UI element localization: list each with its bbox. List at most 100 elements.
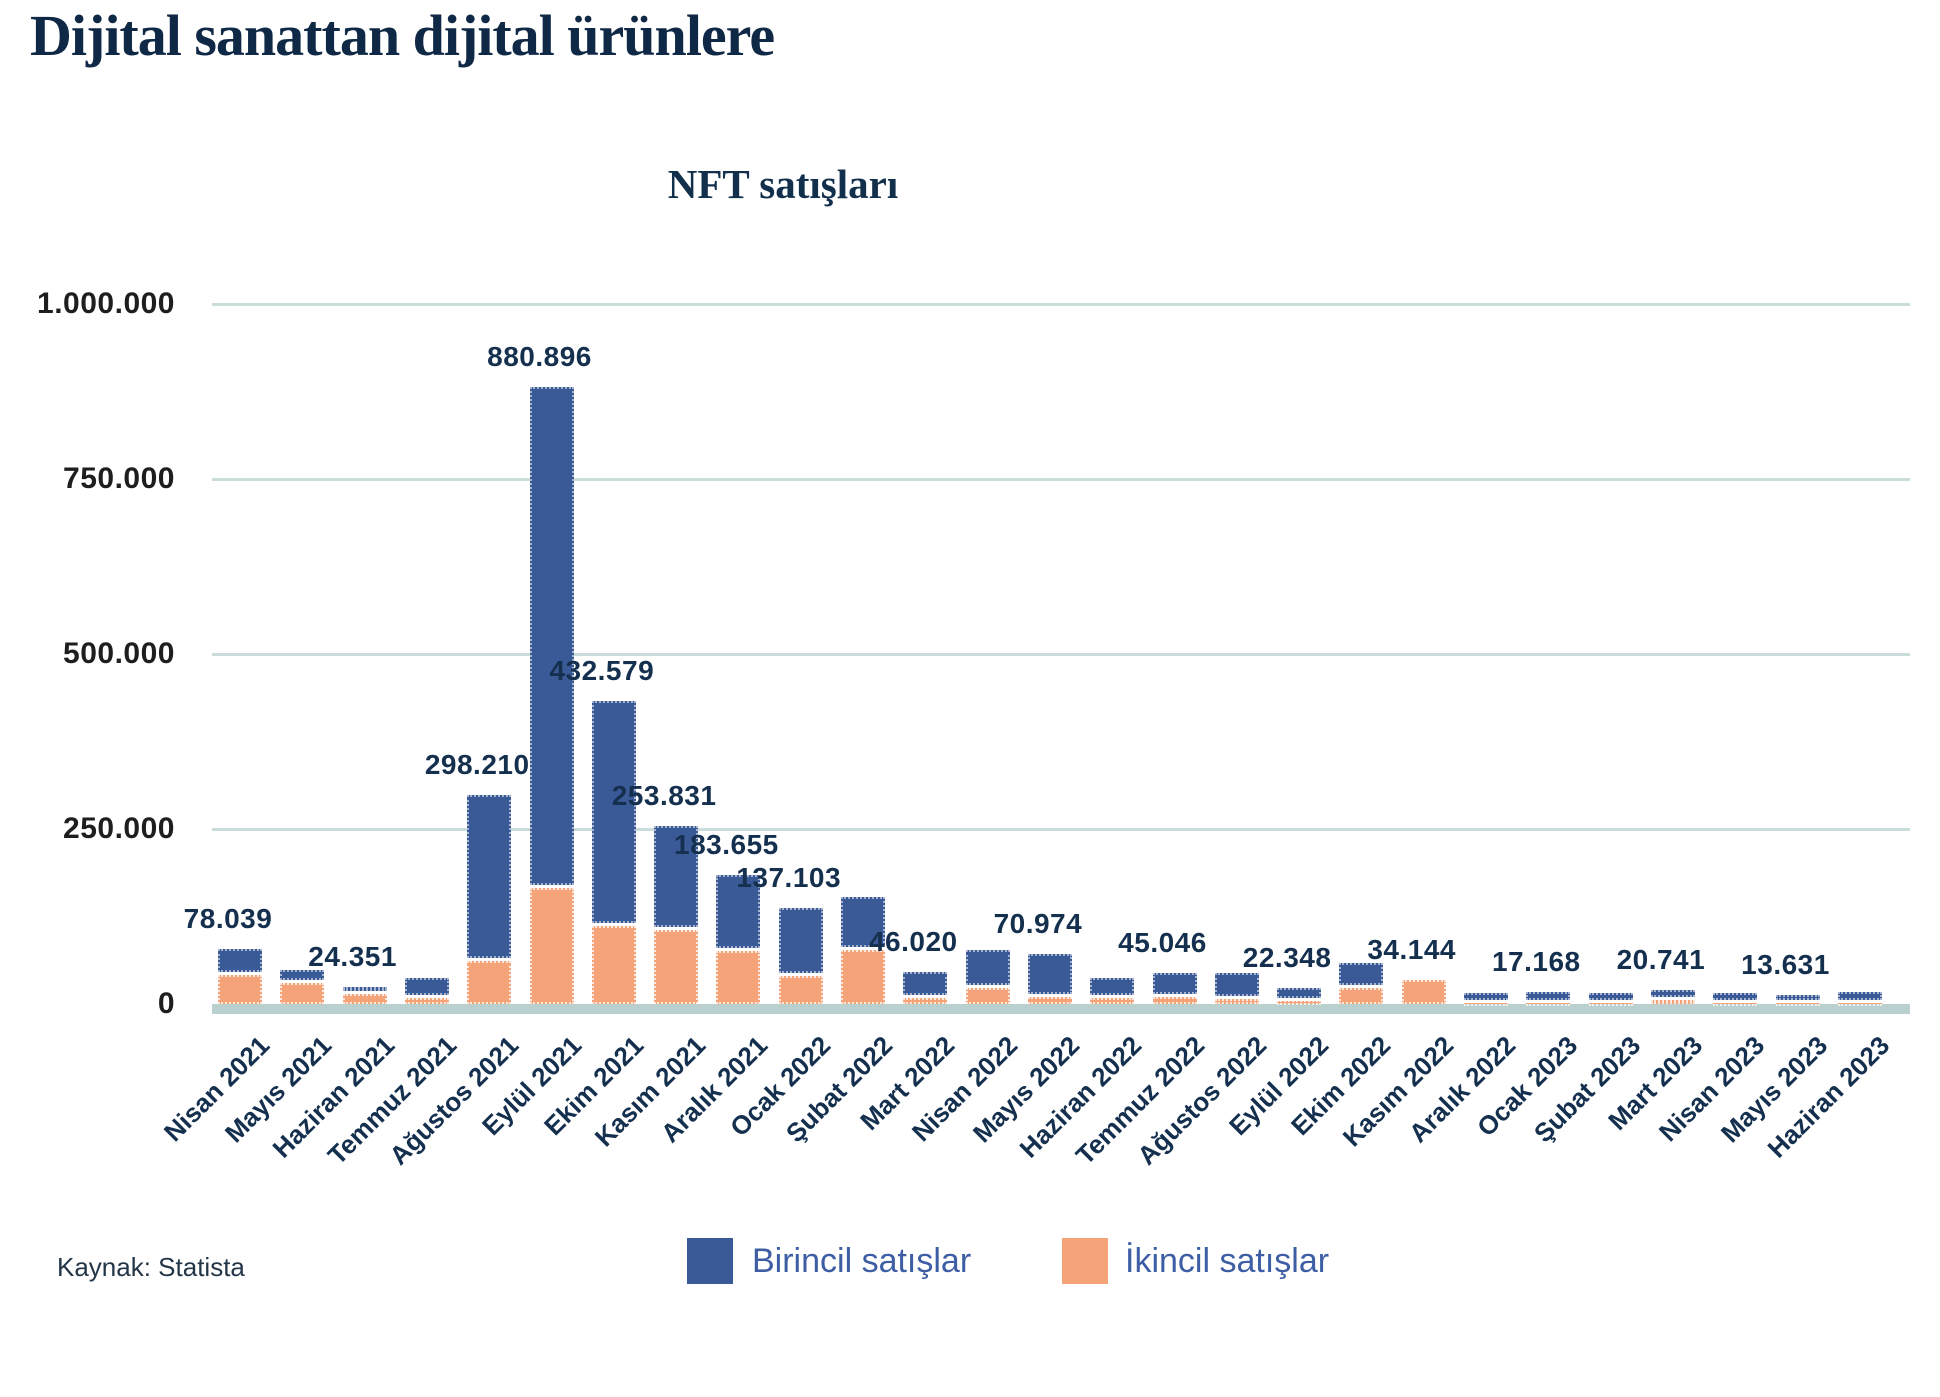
primary-bar-segment (1027, 954, 1072, 994)
secondary-bar-segment (1214, 999, 1259, 1004)
legend: Birincil satışlar İkincil satışlar (0, 1238, 1940, 1290)
secondary-bar-segment (1339, 987, 1384, 1004)
secondary-bar-segment (529, 887, 574, 1004)
bar-group (1090, 978, 1135, 1004)
bar-segment-divider (778, 973, 823, 976)
bar-segment-divider (1775, 999, 1820, 1003)
bar-group (1775, 994, 1820, 1004)
gridline (212, 653, 1910, 656)
bar-segment-divider (342, 990, 387, 994)
secondary-bar-segment (1837, 1002, 1882, 1004)
secondary-sales-swatch-icon (1062, 1238, 1108, 1284)
bar-segment-divider (903, 994, 948, 998)
gridline (212, 303, 1910, 306)
primary-bar-segment (1775, 994, 1820, 1000)
bar-value-label: 17.168 (1491, 946, 1581, 977)
bar-group (591, 701, 636, 1004)
bar-value-label: 880.896 (487, 341, 592, 373)
bar-group (778, 908, 823, 1004)
secondary-bar-segment (1526, 1002, 1571, 1004)
bar-group (1339, 963, 1384, 1004)
secondary-bar-segment (1027, 996, 1072, 1004)
legend-label-secondary: İkincil satışlar (1125, 1242, 1330, 1280)
bar-group (1464, 992, 1508, 1004)
gridline (212, 478, 1910, 481)
source-note: Kaynak: Statista (57, 1252, 245, 1282)
bar-group (965, 950, 1010, 1004)
bar-value-label: 13.631 (1741, 948, 1830, 980)
bar-group (1401, 980, 1446, 1004)
secondary-bar-segment (1775, 1002, 1820, 1004)
chart-title: NFT satışları (667, 161, 899, 207)
bar-group (1526, 992, 1571, 1004)
primary-bar-segment (591, 701, 636, 923)
primary-bar-segment (903, 971, 948, 995)
gridline (212, 828, 1910, 831)
bar-segment-divider (1339, 984, 1384, 988)
secondary-bar-segment (280, 982, 325, 1004)
secondary-bar-segment (903, 997, 948, 1004)
bar-value-label: 137.103 (736, 862, 842, 893)
bar-value-label: 34.144 (1367, 934, 1456, 966)
bar-group (903, 971, 948, 1004)
secondary-bar-segment (1588, 1002, 1633, 1004)
secondary-bar-segment (342, 993, 387, 1004)
primary-bar-segment (1214, 973, 1259, 997)
bar-segment-divider (1464, 999, 1508, 1003)
primary-bar-segment (716, 875, 761, 948)
primary-bar-segment (965, 950, 1010, 985)
secondary-bar-segment (1650, 999, 1695, 1004)
bar-segment-divider (1650, 996, 1695, 1000)
bar-group (1214, 973, 1259, 1004)
bar-segment-divider (529, 884, 574, 888)
bar-group (1837, 992, 1882, 1004)
x-axis-line (212, 1004, 1910, 1014)
bar-segment-divider (1713, 999, 1758, 1003)
secondary-bar-segment (716, 950, 761, 1004)
secondary-bar-segment (218, 974, 262, 1004)
bar-group (1650, 989, 1695, 1004)
bar-group (404, 978, 449, 1004)
bar-segment-divider (965, 984, 1010, 988)
bar-group (1152, 972, 1197, 1004)
bar-segment-divider (280, 979, 325, 983)
secondary-bar-segment (591, 925, 636, 1004)
y-axis-tick-label: 1.000.000 (37, 287, 175, 320)
bar-segment-divider (841, 947, 885, 951)
bar-value-label: 70.974 (993, 908, 1083, 940)
secondary-bar-segment (1277, 1001, 1322, 1004)
bar-group (342, 987, 387, 1004)
secondary-bar-segment (841, 950, 885, 1004)
bar-segment-divider (1090, 995, 1135, 999)
bar-value-label: 22.348 (1242, 942, 1332, 974)
primary-bar-segment (1339, 963, 1384, 985)
page-title: Dijital sanattan dijital ürünlere (30, 3, 775, 68)
primary-bar-segment (1713, 992, 1758, 1000)
bar-value-label: 20.741 (1616, 943, 1706, 975)
primary-sales-swatch-icon (687, 1238, 733, 1284)
y-axis-tick-label: 250.000 (63, 812, 175, 845)
bar-value-label: 46.020 (868, 925, 958, 957)
bar-group (654, 826, 699, 1004)
bar-value-label: 253.831 (611, 780, 717, 812)
bar-value-label: 78.039 (183, 903, 273, 935)
legend-label-primary: Birincil satışlar (752, 1242, 972, 1280)
bar-group (1588, 992, 1633, 1004)
primary-bar-segment (654, 826, 699, 928)
bar-group (218, 949, 262, 1004)
bar-segment-divider (467, 957, 512, 961)
bar-group (1277, 988, 1322, 1004)
bar-value-label: 24.351 (308, 941, 397, 972)
bar-value-label: 298.210 (424, 749, 530, 781)
primary-bar-segment (1837, 992, 1882, 1000)
primary-bar-segment (342, 987, 387, 991)
secondary-bar-segment (965, 987, 1010, 1004)
primary-bar-segment (1277, 988, 1322, 999)
bar-group (1713, 992, 1758, 1004)
primary-bar-segment (841, 896, 885, 948)
bar-segment-divider (1214, 996, 1259, 1000)
bar-segment-divider (1277, 998, 1322, 1002)
bar-segment-divider (1588, 999, 1633, 1003)
y-axis-tick-label: 0 (157, 987, 175, 1020)
